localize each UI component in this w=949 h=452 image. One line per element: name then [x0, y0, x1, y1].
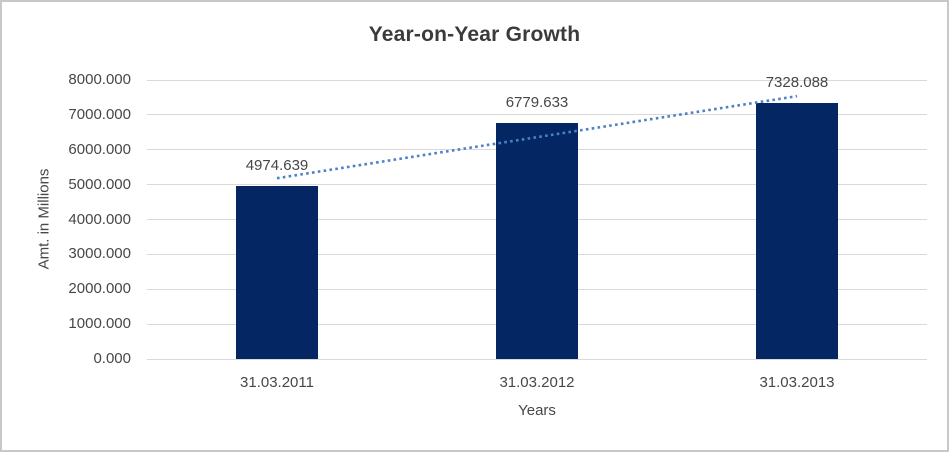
bar-data-label: 6779.633 — [505, 93, 569, 111]
y-axis-title: Amt. in Millions — [35, 168, 53, 270]
bar — [756, 103, 838, 359]
bar — [496, 122, 578, 359]
y-axis-tick-label: 4000.000 — [68, 210, 131, 228]
x-axis-tick-label: 31.03.2011 — [240, 374, 314, 391]
bar-data-label: 4974.639 — [245, 156, 309, 174]
gridline — [147, 358, 927, 360]
y-axis-tick-label: 0.000 — [93, 350, 131, 367]
y-axis-tick-label: 1000.000 — [68, 315, 131, 333]
y-axis-tick-label: 6000.000 — [68, 140, 131, 158]
x-axis-tick-label: 31.03.2013 — [759, 374, 835, 391]
gridline — [147, 114, 927, 116]
y-axis-tick-label: 8000.000 — [68, 71, 131, 88]
x-axis-title: Years — [518, 402, 556, 419]
y-axis-tick-label: 5000.000 — [68, 175, 131, 193]
trendline-layer — [276, 94, 798, 180]
trendline — [276, 94, 798, 180]
y-axis-tick-label: 2000.000 — [68, 280, 131, 298]
gridline — [147, 79, 927, 81]
x-axis-tick-label: 31.03.2012 — [499, 374, 575, 391]
bar — [236, 185, 318, 359]
y-axis-tick-label: 3000.000 — [68, 245, 131, 263]
bar-data-label: 7328.088 — [765, 74, 829, 92]
chart-title: Year-on-Year Growth — [368, 23, 581, 46]
y-axis-tick-label: 7000.000 — [68, 105, 131, 123]
plot-area: 4974.639 6779.633 7328.088 — [147, 74, 927, 360]
